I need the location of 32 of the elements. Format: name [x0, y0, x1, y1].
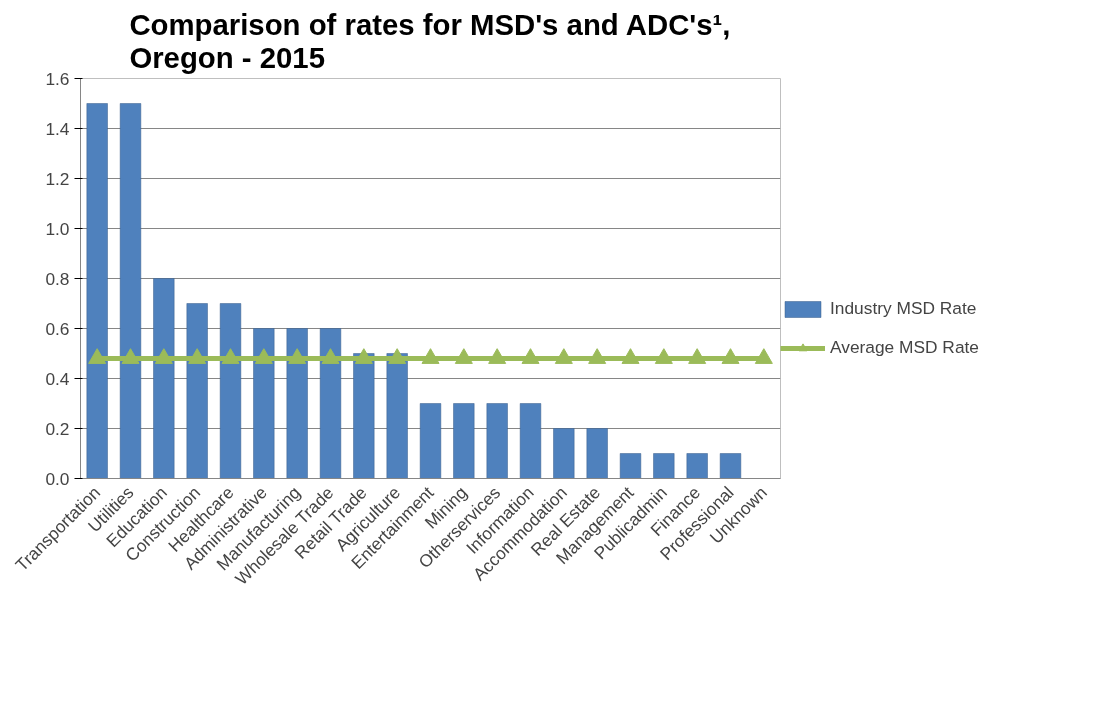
bar — [486, 403, 508, 479]
y-tick-label: 0.4 — [45, 368, 70, 389]
bar — [219, 303, 242, 479]
legend-label: Average MSD Rate — [830, 337, 979, 358]
y-tick-label: 1.2 — [45, 168, 70, 189]
y-tick-label: 1.4 — [45, 118, 70, 139]
bar — [386, 353, 408, 479]
bar — [519, 403, 542, 479]
bar — [119, 103, 142, 479]
bar — [586, 428, 608, 479]
y-tick-label: 1.0 — [45, 218, 70, 239]
bar — [719, 453, 742, 479]
bar — [453, 403, 475, 479]
bar — [553, 428, 575, 479]
bar — [619, 453, 642, 479]
bar — [353, 353, 375, 479]
bar — [319, 328, 342, 479]
bar — [653, 453, 675, 479]
bar — [153, 278, 175, 479]
legend-label: Industry MSD Rate — [830, 298, 977, 319]
bar — [419, 403, 442, 479]
bar — [86, 103, 108, 479]
bar — [286, 328, 308, 479]
y-tick-label: 1.6 — [45, 68, 70, 89]
bar — [253, 328, 275, 479]
bar — [186, 303, 208, 479]
chart-title: Comparison of rates for MSD's and ADC's¹, Oregon - 2015 — [129, 7, 731, 74]
y-tick-label: 0.8 — [45, 268, 70, 289]
y-tick-label: 0.2 — [45, 418, 70, 439]
bar — [686, 453, 708, 479]
y-tick-label: 0.6 — [45, 318, 70, 339]
y-tick-label: 0.0 — [45, 468, 70, 489]
